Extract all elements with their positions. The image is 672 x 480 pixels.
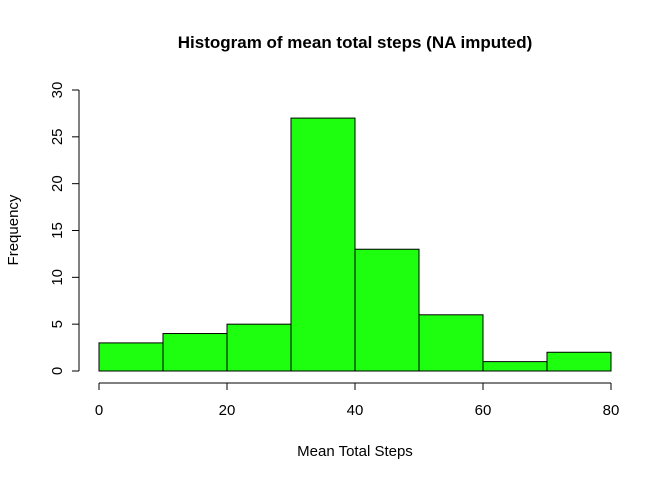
y-axis-label: Frequency <box>5 194 22 265</box>
x-axis: 0 20 40 60 80 <box>95 382 620 419</box>
x-tick-label-3: 60 <box>475 402 492 419</box>
x-tick-label-2: 40 <box>347 402 364 419</box>
histogram-bar-0 <box>98 342 164 372</box>
histogram-bar-1 <box>162 333 228 372</box>
histogram-bar-2 <box>226 323 292 372</box>
y-axis: 0 5 10 15 20 25 30 <box>49 82 80 375</box>
x-axis-label: Mean Total Steps <box>297 443 413 460</box>
chart-title: Histogram of mean total steps (NA impute… <box>178 33 533 52</box>
y-tick-label-6: 30 <box>49 82 66 99</box>
y-tick-label-2: 10 <box>49 269 66 286</box>
y-tick-label-5: 25 <box>49 128 66 145</box>
y-tick-label-1: 5 <box>49 320 66 328</box>
x-tick-label-0: 0 <box>95 402 103 419</box>
x-tick-label-1: 20 <box>219 402 236 419</box>
y-tick-label-3: 15 <box>49 222 66 239</box>
histogram-bar-4 <box>354 248 420 372</box>
histogram-bar-6 <box>482 361 548 372</box>
x-tick-label-4: 80 <box>603 402 620 419</box>
histogram-bar-3 <box>290 117 356 372</box>
histogram-bar-7 <box>546 351 612 372</box>
histogram-bar-5 <box>418 314 484 372</box>
y-tick-label-4: 20 <box>49 175 66 192</box>
bars-group <box>98 117 612 372</box>
y-tick-label-0: 0 <box>49 367 66 375</box>
